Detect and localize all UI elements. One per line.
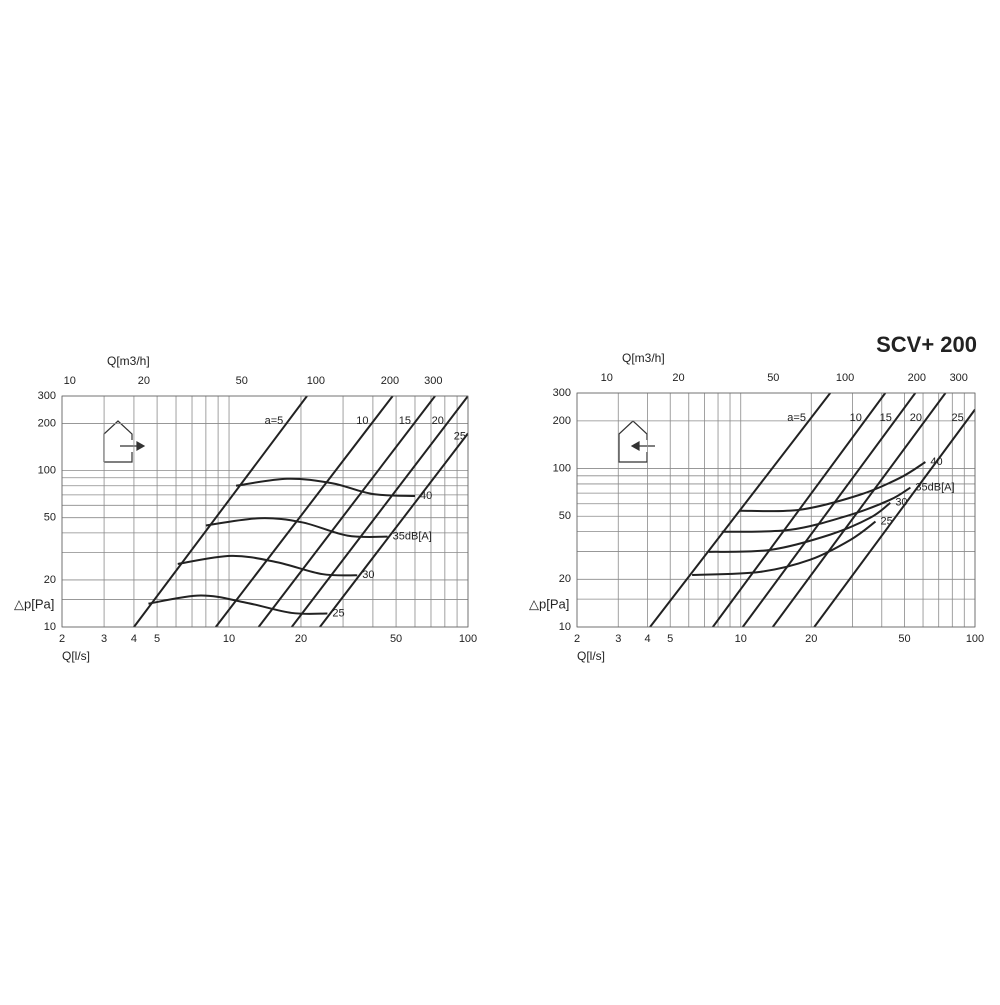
damper-line: [214, 396, 394, 627]
x-tick-label: 50: [898, 633, 910, 645]
sound-label: 25: [880, 515, 892, 527]
x-tick-label: 4: [644, 633, 650, 645]
x2-tick-label: 100: [307, 375, 325, 387]
x-tick-label: 2: [574, 633, 580, 645]
y-tick-label: 300: [38, 390, 56, 402]
y-tick-label: 50: [44, 512, 56, 524]
damper-label: a=5: [787, 412, 806, 424]
y-tick-label: 10: [559, 621, 571, 633]
y-axis-label: △p[Pa]: [14, 596, 54, 611]
x-tick-label: 20: [295, 633, 307, 645]
flow-icon-in: [618, 420, 655, 463]
x-tick-label: 3: [615, 633, 621, 645]
x2-axis-label: Q[m3/h]: [622, 351, 665, 365]
damper-line: [319, 432, 468, 627]
y-tick-label: 100: [553, 462, 571, 474]
x2-tick-label: 20: [138, 375, 150, 387]
x-tick-label: 5: [667, 633, 673, 645]
y-tick-label: 10: [44, 621, 56, 633]
y-tick-label: 200: [553, 415, 571, 427]
damper-label: 10: [850, 412, 862, 424]
damper-label: 25: [951, 412, 963, 424]
x-axis-label: Q[l/s]: [62, 649, 90, 663]
y-tick-label: 20: [44, 574, 56, 586]
sound-label: 40: [420, 490, 432, 502]
sound-curve: [739, 461, 926, 513]
damper-label: a=5: [265, 415, 284, 427]
sound-curve: [148, 594, 328, 615]
damper-line: [257, 396, 436, 627]
x-axis-label: Q[l/s]: [577, 649, 605, 663]
damper-label: 25: [454, 430, 466, 442]
x-tick-label: 2: [59, 633, 65, 645]
x2-tick-label: 300: [424, 375, 442, 387]
x2-tick-label: 50: [236, 375, 248, 387]
damper-line: [741, 393, 917, 627]
x-tick-label: 20: [805, 633, 817, 645]
sound-curve: [708, 502, 891, 553]
y-tick-label: 20: [559, 573, 571, 585]
y-tick-label: 100: [38, 465, 56, 477]
x-tick-label: 100: [966, 633, 984, 645]
sound-curve: [692, 520, 877, 576]
flow-icon-out: [103, 420, 146, 463]
y-tick-label: 50: [559, 510, 571, 522]
x-tick-label: 5: [154, 633, 160, 645]
x-tick-label: 100: [459, 633, 477, 645]
x2-tick-label: 200: [908, 372, 926, 384]
x2-tick-label: 300: [950, 372, 968, 384]
x-tick-label: 3: [101, 633, 107, 645]
damper-line: [813, 408, 975, 627]
sound-curve: [177, 554, 358, 577]
damper-label: 20: [910, 412, 922, 424]
x2-tick-label: 10: [64, 375, 76, 387]
x2-axis-label: Q[m3/h]: [107, 354, 150, 368]
sound-label: 30: [362, 569, 374, 581]
damper-label: 10: [356, 415, 368, 427]
x-tick-label: 10: [735, 633, 747, 645]
title: SCV+ 200: [876, 332, 977, 357]
x2-tick-label: 10: [601, 372, 613, 384]
y-tick-label: 200: [38, 417, 56, 429]
sound-curve: [235, 477, 416, 498]
x-tick-label: 50: [390, 633, 402, 645]
plot-frame: [576, 392, 976, 628]
sound-label: 35dB[A]: [915, 481, 954, 493]
x2-tick-label: 200: [381, 375, 399, 387]
x2-tick-label: 100: [836, 372, 854, 384]
plot-frame: [61, 395, 469, 628]
damper-line: [771, 393, 947, 627]
damper-label: 20: [432, 415, 444, 427]
damper-label: 15: [880, 412, 892, 424]
y-axis-label: △p[Pa]: [529, 596, 569, 611]
sound-label: 25: [332, 607, 344, 619]
sound-curve: [205, 517, 388, 538]
y-tick-label: 300: [553, 387, 571, 399]
sound-label: 35dB[A]: [393, 531, 432, 543]
sound-label: 40: [930, 456, 942, 468]
damper-line: [133, 396, 308, 627]
sound-curve: [721, 486, 911, 533]
x-tick-label: 10: [223, 633, 235, 645]
damper-line: [290, 396, 468, 627]
x2-tick-label: 50: [767, 372, 779, 384]
x2-tick-label: 20: [672, 372, 684, 384]
damper-label: 15: [399, 415, 411, 427]
x-tick-label: 4: [131, 633, 137, 645]
sound-label: 30: [895, 497, 907, 509]
